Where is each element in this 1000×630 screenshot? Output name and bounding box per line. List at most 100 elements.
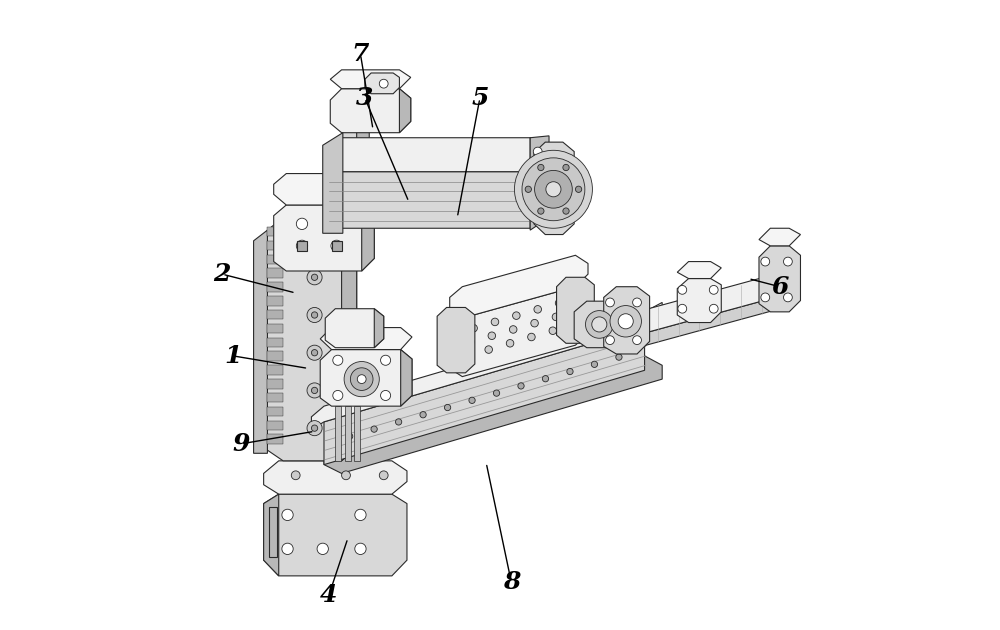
Circle shape: [528, 333, 535, 341]
Circle shape: [464, 352, 471, 360]
Polygon shape: [399, 89, 411, 133]
Circle shape: [606, 298, 614, 307]
Polygon shape: [267, 217, 357, 461]
Circle shape: [307, 235, 322, 250]
Polygon shape: [530, 138, 544, 228]
Circle shape: [552, 313, 560, 321]
Polygon shape: [450, 255, 588, 318]
Circle shape: [491, 318, 499, 326]
Circle shape: [379, 79, 388, 88]
Polygon shape: [267, 241, 283, 250]
Circle shape: [534, 306, 541, 313]
Circle shape: [784, 257, 792, 266]
Circle shape: [538, 208, 544, 214]
Circle shape: [533, 147, 542, 156]
Polygon shape: [320, 350, 412, 406]
Polygon shape: [324, 328, 645, 464]
Polygon shape: [637, 297, 775, 348]
Polygon shape: [332, 241, 342, 251]
Polygon shape: [677, 261, 721, 278]
Polygon shape: [267, 352, 283, 361]
Text: 8: 8: [503, 570, 520, 594]
Circle shape: [525, 186, 531, 192]
Circle shape: [535, 171, 572, 208]
Polygon shape: [323, 133, 343, 233]
Polygon shape: [530, 136, 549, 230]
Polygon shape: [267, 379, 283, 389]
Polygon shape: [330, 89, 411, 133]
Circle shape: [311, 387, 318, 394]
Polygon shape: [267, 393, 283, 403]
Polygon shape: [328, 138, 544, 172]
Circle shape: [331, 240, 342, 251]
Text: 7: 7: [352, 42, 369, 66]
Circle shape: [591, 361, 598, 367]
Circle shape: [307, 307, 322, 323]
Circle shape: [355, 509, 366, 520]
Circle shape: [444, 404, 451, 411]
Circle shape: [761, 293, 770, 302]
Circle shape: [291, 471, 300, 479]
Polygon shape: [267, 435, 283, 444]
Circle shape: [381, 391, 391, 401]
Text: 6: 6: [771, 275, 788, 299]
Circle shape: [533, 205, 542, 214]
Polygon shape: [267, 296, 283, 306]
Circle shape: [542, 375, 549, 382]
Circle shape: [531, 319, 538, 327]
Polygon shape: [267, 324, 283, 333]
Polygon shape: [354, 406, 360, 461]
Polygon shape: [267, 227, 283, 236]
Circle shape: [296, 218, 308, 229]
Polygon shape: [574, 301, 624, 348]
Circle shape: [371, 426, 377, 432]
Text: 1: 1: [224, 344, 242, 368]
Circle shape: [296, 240, 308, 251]
Circle shape: [381, 355, 391, 365]
Polygon shape: [267, 310, 283, 319]
Circle shape: [513, 312, 520, 319]
Circle shape: [606, 336, 614, 345]
Circle shape: [344, 362, 379, 397]
Circle shape: [509, 326, 517, 333]
Circle shape: [618, 314, 633, 329]
Circle shape: [546, 181, 561, 197]
Circle shape: [307, 383, 322, 398]
Circle shape: [311, 425, 318, 432]
Polygon shape: [311, 302, 662, 430]
Polygon shape: [267, 338, 283, 347]
Polygon shape: [267, 268, 283, 278]
Polygon shape: [254, 230, 267, 454]
Circle shape: [610, 306, 641, 337]
Polygon shape: [365, 73, 399, 94]
Polygon shape: [297, 241, 307, 251]
Circle shape: [563, 208, 569, 214]
Circle shape: [633, 336, 641, 345]
Circle shape: [467, 338, 474, 346]
Circle shape: [485, 346, 492, 353]
Polygon shape: [267, 255, 283, 264]
Circle shape: [282, 509, 293, 520]
Polygon shape: [267, 365, 283, 375]
Circle shape: [317, 543, 328, 554]
Polygon shape: [328, 172, 544, 228]
Circle shape: [585, 311, 613, 338]
Text: 3: 3: [356, 86, 374, 110]
Circle shape: [350, 368, 373, 391]
Circle shape: [563, 164, 569, 171]
Polygon shape: [274, 205, 374, 271]
Circle shape: [333, 355, 343, 365]
Polygon shape: [335, 406, 341, 461]
Circle shape: [549, 327, 557, 335]
Polygon shape: [269, 507, 277, 557]
Circle shape: [784, 293, 792, 302]
Circle shape: [307, 421, 322, 436]
Polygon shape: [401, 350, 412, 406]
Circle shape: [469, 397, 475, 403]
Polygon shape: [267, 421, 283, 430]
Circle shape: [346, 433, 353, 440]
Circle shape: [709, 285, 718, 294]
Circle shape: [355, 543, 366, 554]
Polygon shape: [357, 120, 369, 176]
Polygon shape: [637, 274, 775, 335]
